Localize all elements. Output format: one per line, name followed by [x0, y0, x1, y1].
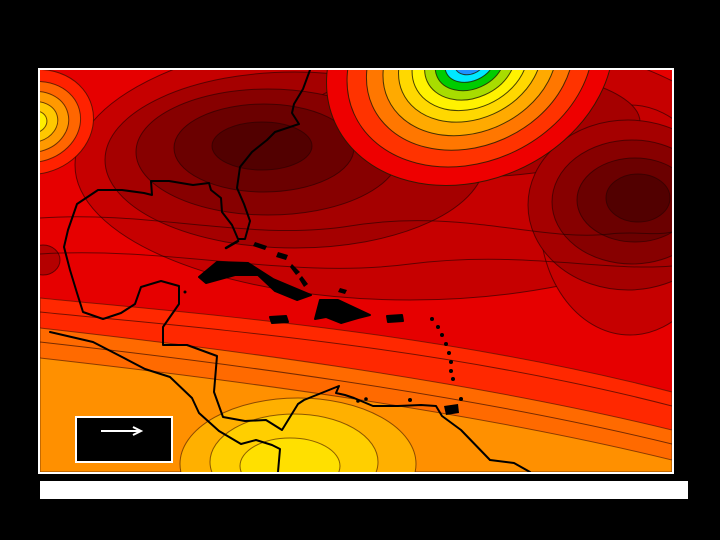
west-low-rings — [40, 70, 94, 176]
pressure-colorbar — [40, 481, 688, 499]
coastlines — [49, 70, 531, 472]
pressure-south-bands — [40, 297, 672, 472]
wind-legend-arrow-icon — [101, 426, 144, 436]
storm-low-rings — [326, 70, 614, 186]
isobar-contours — [40, 216, 672, 445]
forecast-map — [38, 68, 674, 474]
colorbar-ticks — [40, 501, 688, 519]
small-islands — [183, 242, 463, 415]
wind-speed-legend — [75, 416, 173, 463]
map-canvas — [40, 70, 672, 472]
